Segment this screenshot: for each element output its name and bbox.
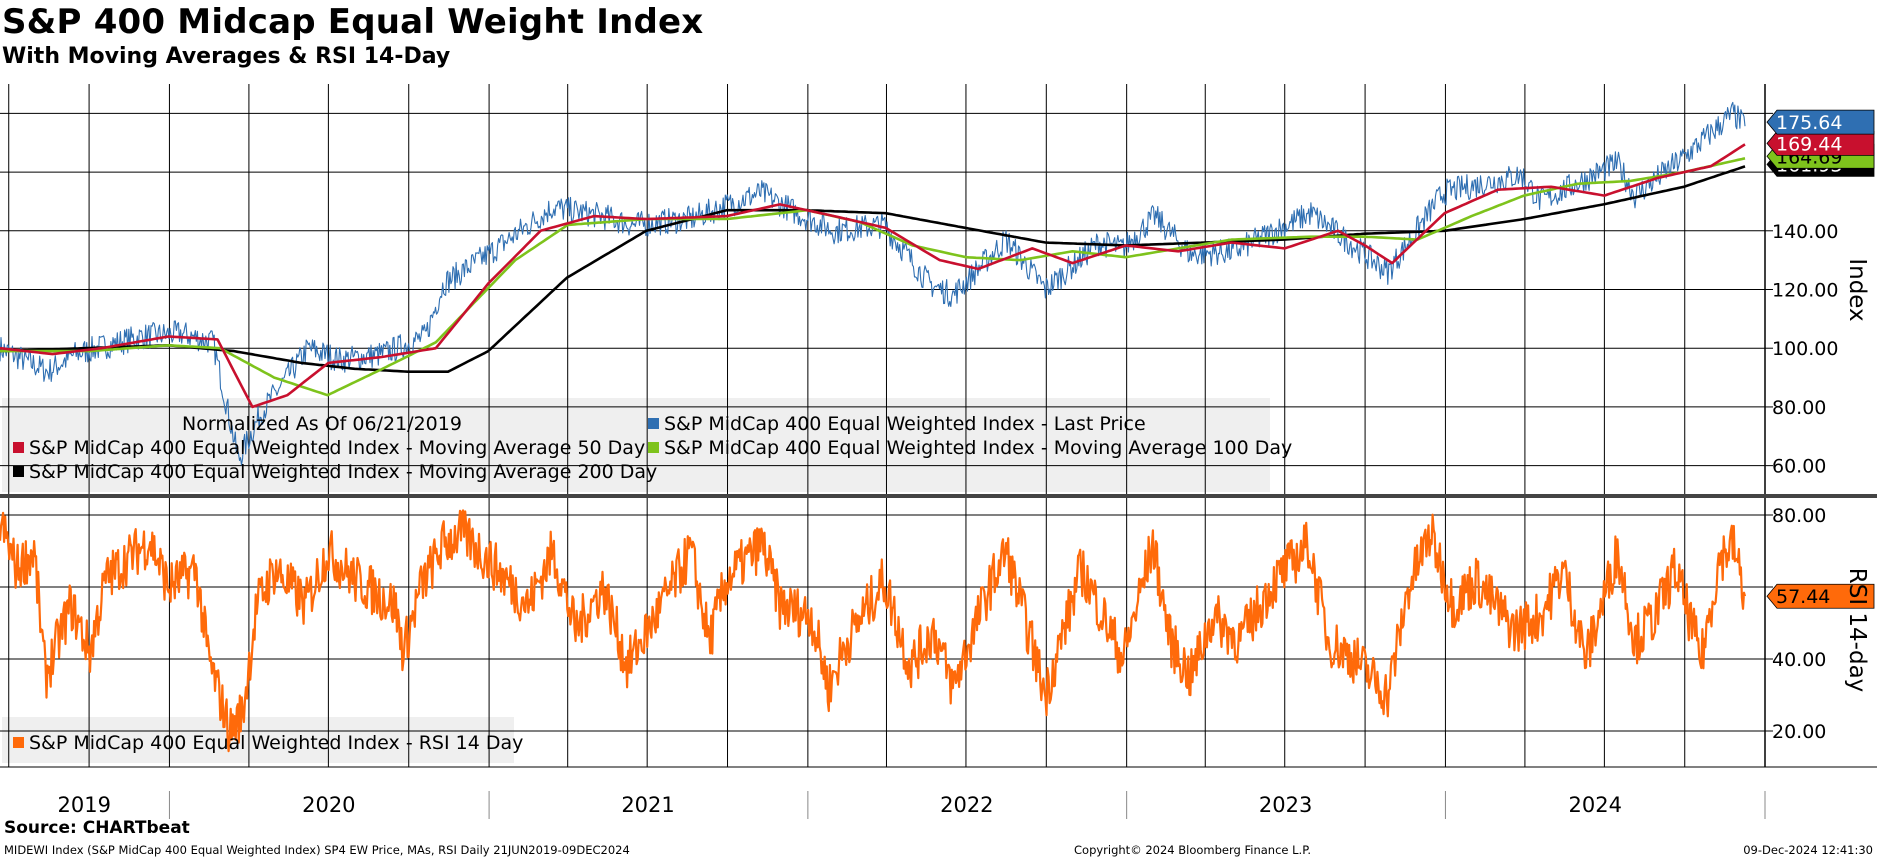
x-tick-label: 2022 bbox=[940, 793, 993, 817]
lower-y-tick-label: 20.00 bbox=[1772, 721, 1826, 743]
footer-copyright: Copyright© 2024 Bloomberg Finance L.P. bbox=[1074, 843, 1311, 857]
upper-y-tick-label: 80.00 bbox=[1772, 397, 1826, 419]
chart-subtitle: With Moving Averages & RSI 14-Day bbox=[2, 44, 451, 69]
lower-y-axis-label: RSI 14-day bbox=[1844, 568, 1870, 693]
series-line-rsi bbox=[0, 509, 1747, 753]
badge-ma50-label: 169.44 bbox=[1776, 133, 1842, 155]
badge-ma50 bbox=[1766, 130, 1875, 156]
legend-item-price: S&P MidCap 400 Equal Weighted Index - La… bbox=[664, 413, 1146, 435]
upper-legend-box bbox=[2, 398, 1270, 492]
footer-description: MIDEWI Index (S&P MidCap 400 Equal Weigh… bbox=[4, 843, 630, 857]
upper-y-tick-label: 140.00 bbox=[1772, 221, 1838, 243]
x-tick-label: 2023 bbox=[1259, 793, 1312, 817]
badge-price-label: 175.64 bbox=[1776, 112, 1842, 134]
legend-item-rsi: S&P MidCap 400 Equal Weighted Index - RS… bbox=[29, 732, 523, 754]
legend-item-ma100: S&P MidCap 400 Equal Weighted Index - Mo… bbox=[664, 437, 1292, 459]
lower-y-tick-label: 80.00 bbox=[1772, 505, 1826, 527]
lower-y-tick-label: 40.00 bbox=[1772, 649, 1826, 671]
legend-note: Normalized As Of 06/21/2019 bbox=[182, 413, 462, 435]
legend-item-ma200-swatch bbox=[13, 466, 24, 477]
x-tick-label: 2024 bbox=[1568, 793, 1621, 817]
series-line-ma200 bbox=[0, 165, 1746, 374]
legend-item-rsi-swatch bbox=[13, 737, 24, 748]
badge-price bbox=[1766, 109, 1875, 135]
axes: 60.00 80.00 100.00 120.00 140.00 20.00 40.00 80… bbox=[0, 84, 1877, 819]
source-note: Source: CHARTbeat bbox=[4, 818, 190, 838]
legend-item-ma50-swatch bbox=[13, 442, 24, 453]
upper-y-tick-label: 100.00 bbox=[1772, 338, 1838, 360]
footer-timestamp: 09-Dec-2024 12:41:30 bbox=[1743, 843, 1873, 857]
series-layer bbox=[0, 101, 1747, 753]
x-tick-label: 2019 bbox=[58, 793, 111, 817]
legend-item-ma200: S&P MidCap 400 Equal Weighted Index - Mo… bbox=[29, 461, 657, 483]
chart-title: S&P 400 Midcap Equal Weight Index bbox=[2, 2, 704, 42]
series-line-ma100 bbox=[0, 157, 1746, 397]
badge-rsi bbox=[1766, 583, 1875, 609]
series-line-ma50 bbox=[0, 143, 1746, 409]
lower-legend-box bbox=[2, 717, 514, 763]
upper-y-tick-label: 120.00 bbox=[1772, 280, 1838, 302]
panel-separator bbox=[0, 494, 1877, 498]
legend-item-price-swatch bbox=[648, 418, 659, 429]
grid-lines bbox=[0, 84, 1765, 767]
series-line-price bbox=[0, 101, 1746, 466]
x-tick-label: 2020 bbox=[302, 793, 355, 817]
legends: Normalized As Of 06/21/2019 S&P MidCap 40… bbox=[13, 413, 1292, 754]
legend-item-ma50: S&P MidCap 400 Equal Weighted Index - Mo… bbox=[29, 437, 645, 459]
badge-rsi-label: 57.44 bbox=[1776, 586, 1830, 608]
legend-item-ma100-swatch bbox=[648, 442, 659, 453]
x-tick-label: 2021 bbox=[621, 793, 674, 817]
upper-y-tick-label: 60.00 bbox=[1772, 456, 1826, 478]
upper-y-axis-label: Index bbox=[1844, 258, 1870, 321]
